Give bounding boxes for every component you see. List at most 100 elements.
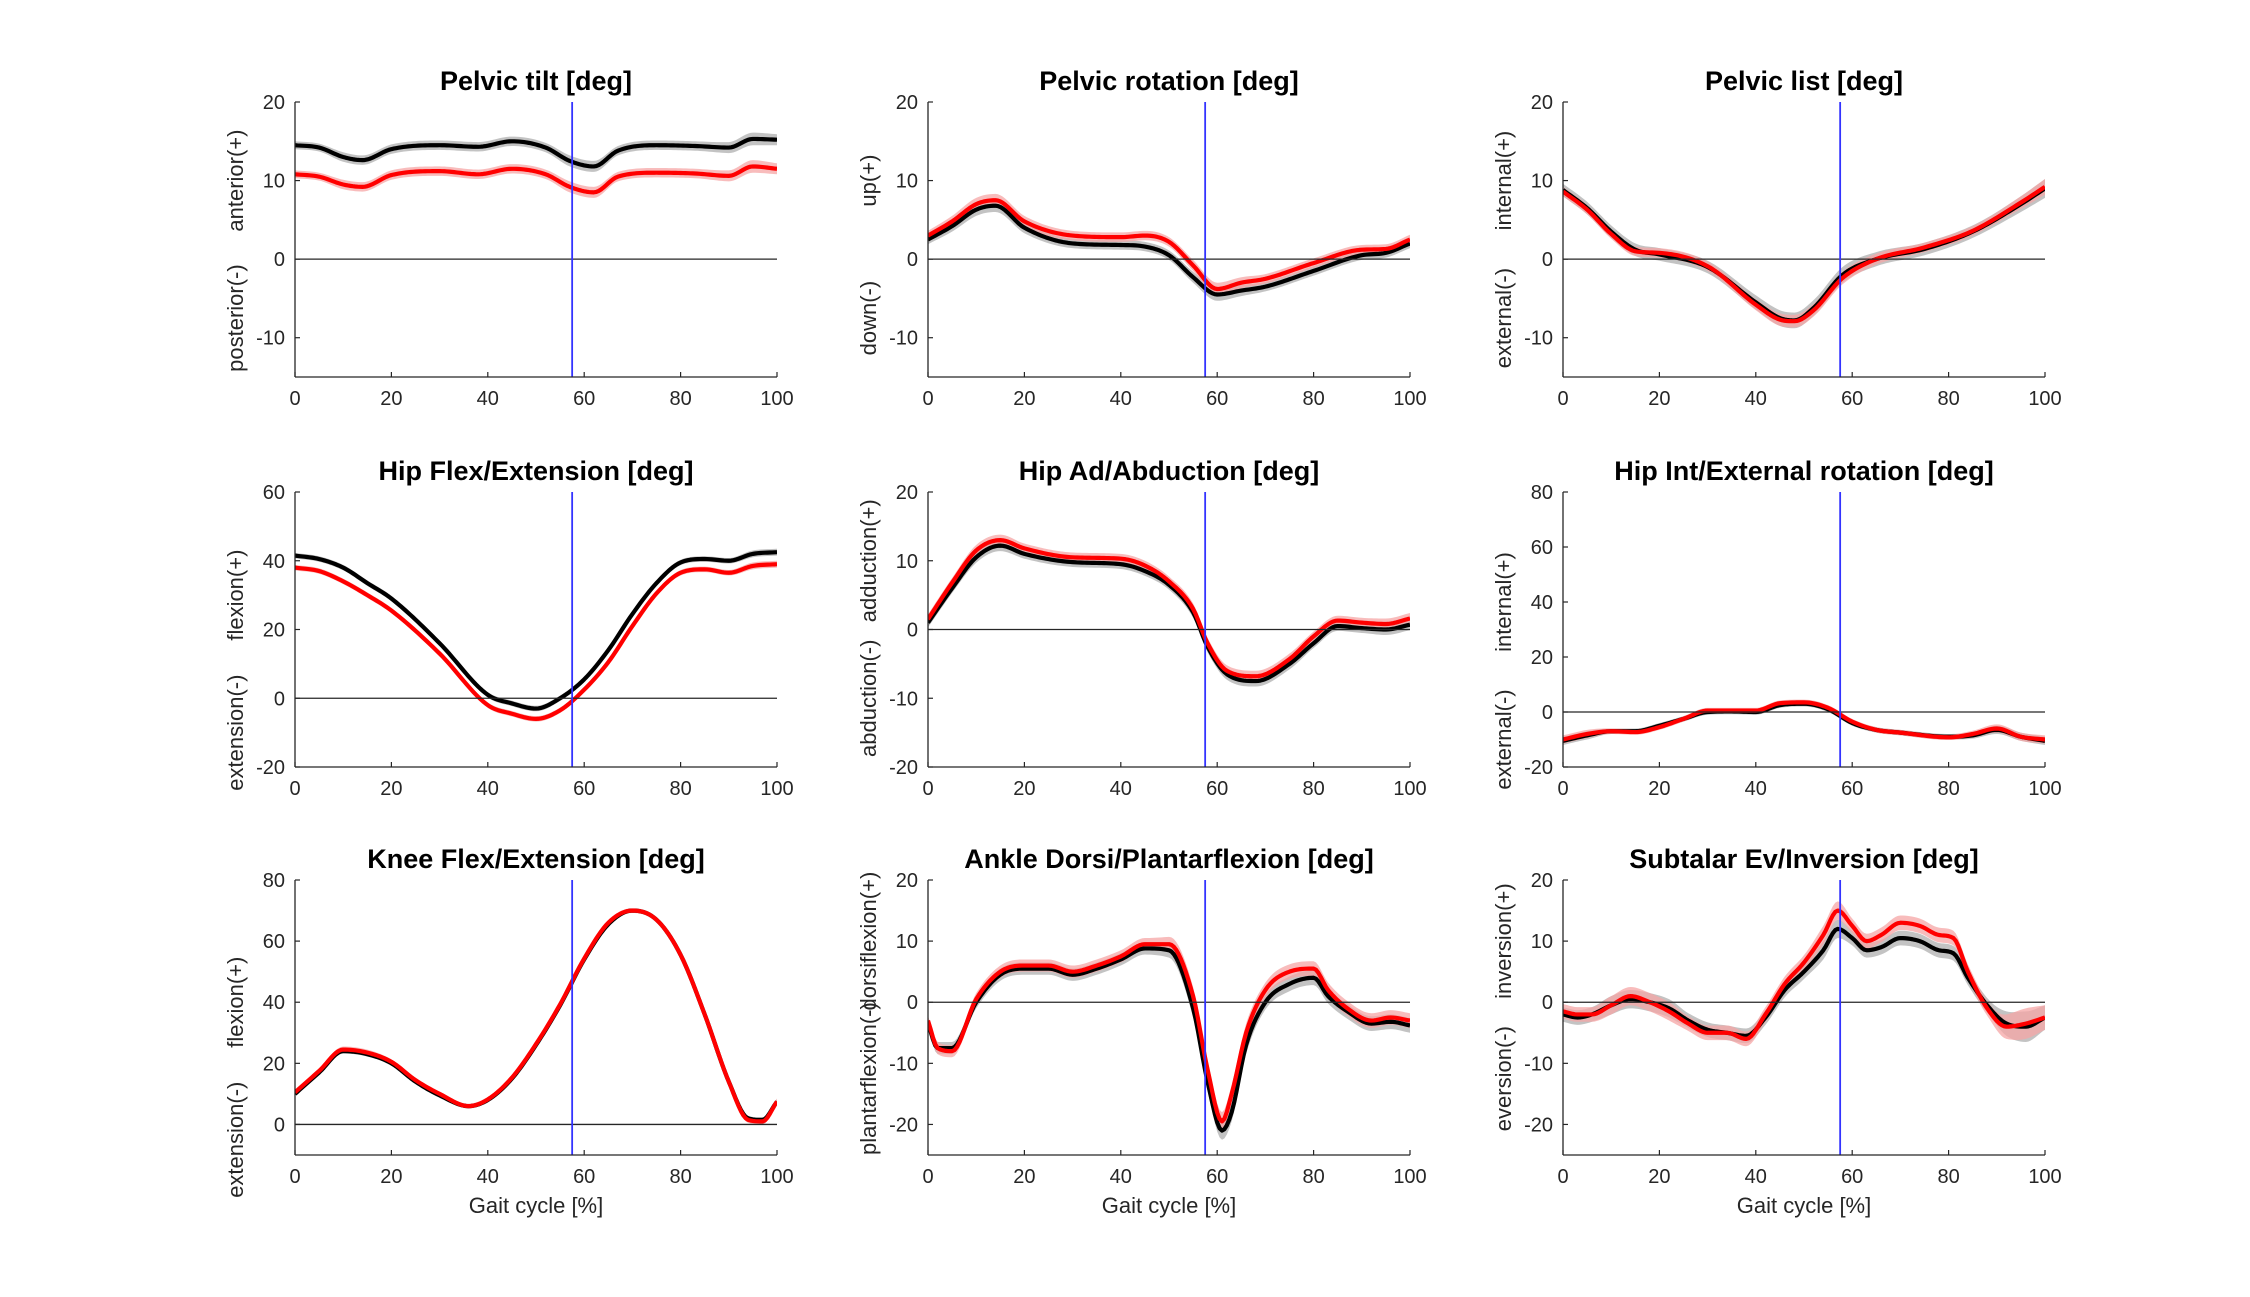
x-tick-label: 40	[1110, 778, 1132, 800]
x-tick-label: 80	[1302, 388, 1324, 410]
comparison-series-line	[1563, 700, 2045, 742]
y-label-negative: abduction(-)	[856, 640, 881, 757]
chart-title: Subtalar Ev/Inversion [deg]	[1629, 844, 1979, 874]
x-tick-label: 20	[1013, 388, 1035, 410]
chart-title: Pelvic list [deg]	[1705, 66, 1903, 96]
y-label-positive: dorsiflexion(+)	[856, 872, 881, 1011]
y-tick-label: 0	[1542, 249, 1553, 271]
y-tick-label: 40	[263, 992, 285, 1014]
y-tick-label: -10	[1524, 1053, 1553, 1075]
x-tick-label: 60	[573, 778, 595, 800]
y-tick-label: -10	[889, 688, 918, 710]
plot-area	[1563, 901, 2045, 1047]
x-tick-label: 100	[760, 778, 793, 800]
plot-area	[1563, 179, 2045, 329]
x-tick-label: 60	[1841, 778, 1863, 800]
x-tick-label: 20	[1648, 388, 1670, 410]
chart-panel-5: Hip Ad/Abduction [deg]0 20 40 60 80 100-20-10…	[856, 456, 1427, 800]
x-tick-label: 0	[289, 778, 300, 800]
y-label-positive: inversion(+)	[1491, 883, 1516, 999]
y-tick-label: -20	[1524, 757, 1553, 779]
chart-title: Knee Flex/Extension [deg]	[367, 844, 705, 874]
x-tick-label: 0	[1557, 778, 1568, 800]
comparison-series-line	[295, 908, 777, 1124]
reference-series-band	[295, 132, 777, 172]
x-tick-label: 20	[380, 778, 402, 800]
y-label-positive: flexion(+)	[223, 957, 248, 1048]
y-tick-label: -20	[889, 1114, 918, 1136]
y-label-negative: posterior(-)	[223, 264, 248, 372]
y-label-positive: internal(+)	[1491, 131, 1516, 231]
y-label-positive: up(+)	[856, 155, 881, 207]
y-tick-label: 0	[907, 249, 918, 271]
chart-panel-6: Hip Int/External rotation [deg] 0 20 40 60 80…	[1491, 456, 2062, 800]
x-tick-label: 100	[2028, 388, 2061, 410]
plot-area	[928, 193, 1410, 301]
x-tick-label: 80	[669, 388, 691, 410]
y-tick-label: 60	[263, 931, 285, 953]
reference-series-line	[928, 203, 1410, 297]
x-tick-label: 100	[1393, 1166, 1426, 1188]
x-tick-label: 40	[477, 778, 499, 800]
x-tick-label: 60	[1206, 778, 1228, 800]
x-tick-label: 40	[1745, 778, 1767, 800]
x-axis-label: Gait cycle [%]	[469, 1193, 603, 1218]
x-tick-label: 0	[922, 778, 933, 800]
y-tick-label: 10	[1531, 931, 1553, 953]
x-tick-label: 20	[1013, 778, 1035, 800]
y-tick-label: 10	[896, 931, 918, 953]
x-tick-label: 0	[922, 1166, 933, 1188]
comparison-series-line	[295, 164, 777, 195]
chart-title: Ankle Dorsi/Plantarflexion [deg]	[964, 844, 1374, 874]
y-tick-label: 0	[274, 249, 285, 271]
y-tick-label: 40	[263, 551, 285, 573]
comparison-series-band	[295, 160, 777, 198]
comparison-series-line	[928, 538, 1410, 679]
x-tick-label: 100	[1393, 778, 1426, 800]
y-tick-label: 60	[1531, 537, 1553, 559]
reference-series-band	[1563, 919, 2045, 1044]
y-tick-label: 20	[896, 482, 918, 504]
x-tick-label: 100	[2028, 778, 2061, 800]
reference-series-line	[928, 946, 1410, 1133]
x-tick-label: 80	[1937, 778, 1959, 800]
chart-panel-4: Hip Flex/Extension [deg]0 20 40 60 80 100-200…	[223, 456, 794, 800]
y-label-negative: external(-)	[1491, 268, 1516, 368]
comparison-series-band	[928, 534, 1410, 682]
x-tick-label: 100	[2028, 1166, 2061, 1188]
comparison-series-line	[928, 942, 1410, 1124]
y-tick-label: 10	[263, 171, 285, 193]
x-tick-label: 100	[760, 388, 793, 410]
y-label-positive: flexion(+)	[223, 550, 248, 641]
x-tick-label: 80	[1937, 1166, 1959, 1188]
y-label-negative: down(-)	[856, 281, 881, 356]
y-tick-label: -10	[889, 1053, 918, 1075]
reference-series-band	[1563, 701, 2045, 745]
reference-series-band	[928, 540, 1410, 687]
chart-title: Hip Int/External rotation [deg]	[1614, 456, 1994, 486]
y-tick-label: 20	[1531, 647, 1553, 669]
x-axis-label: Gait cycle [%]	[1737, 1193, 1871, 1218]
chart-title: Hip Flex/Extension [deg]	[378, 456, 693, 486]
x-tick-label: 0	[289, 388, 300, 410]
reference-series-line	[928, 543, 1410, 684]
plot-area	[928, 534, 1410, 687]
chart-title: Pelvic tilt [deg]	[440, 66, 632, 96]
plot-area	[928, 936, 1410, 1140]
x-tick-label: 60	[573, 388, 595, 410]
plot-area	[295, 908, 777, 1125]
y-tick-label: 40	[1531, 592, 1553, 614]
y-tick-label: 20	[263, 92, 285, 114]
reference-series-line	[295, 550, 777, 711]
chart-panel-8: Ankle Dorsi/Plantarflexion [deg] 0 20 40 60 8…	[856, 844, 1427, 1218]
y-tick-label: -20	[1524, 1114, 1553, 1136]
x-tick-label: 20	[380, 1166, 402, 1188]
plot-area	[1563, 699, 2045, 745]
y-tick-label: 0	[274, 1114, 285, 1136]
y-tick-label: 80	[263, 870, 285, 892]
x-tick-label: 0	[922, 388, 933, 410]
y-tick-label: 20	[1531, 870, 1553, 892]
x-tick-label: 20	[380, 388, 402, 410]
x-tick-label: 40	[1110, 388, 1132, 410]
